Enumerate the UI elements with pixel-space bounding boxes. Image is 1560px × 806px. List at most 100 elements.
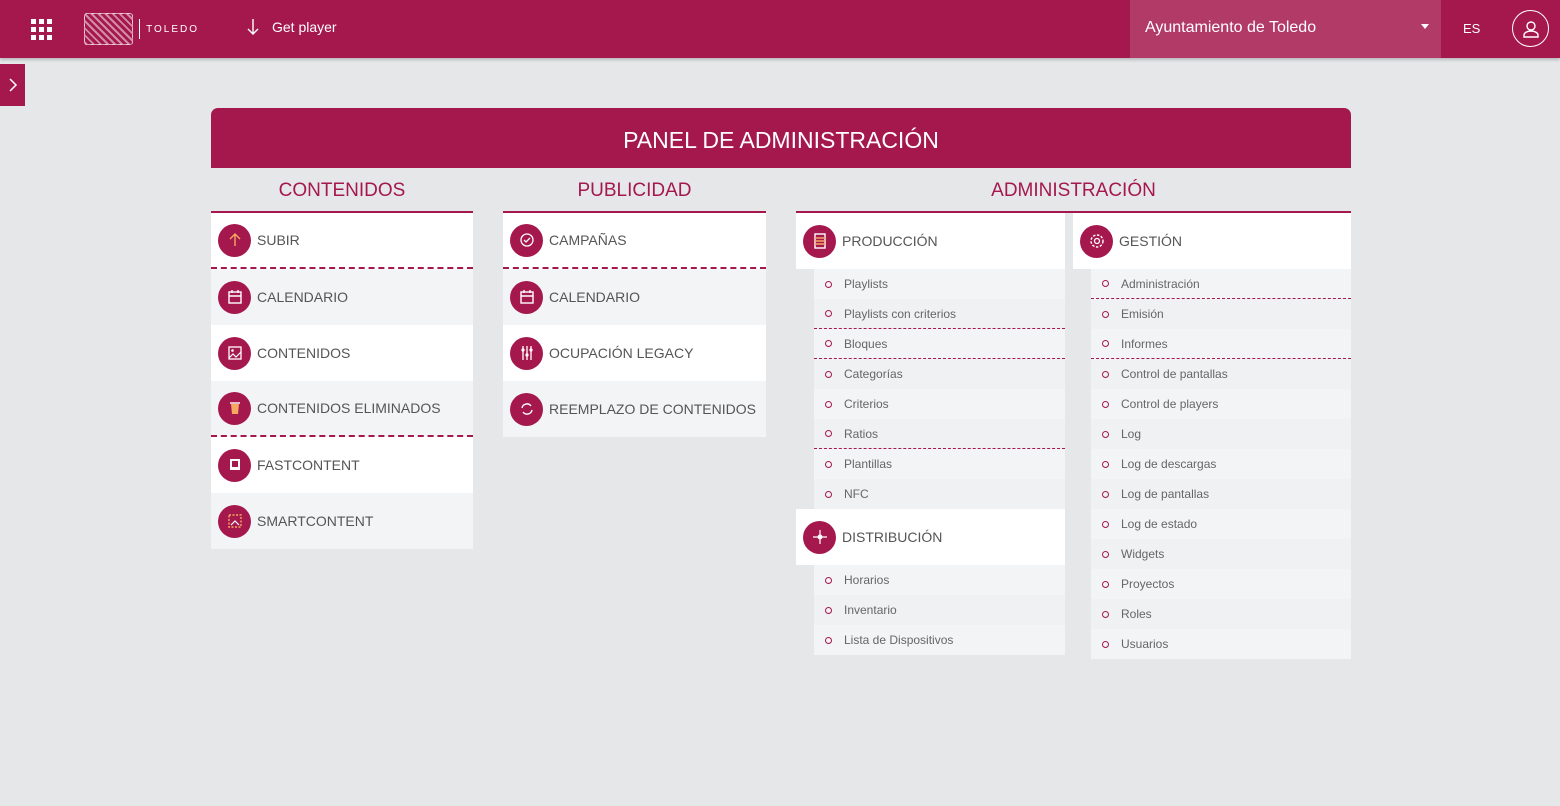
bullet-icon — [825, 636, 832, 644]
sliders-icon — [510, 336, 543, 370]
submenu-item-label: Log de estado — [1121, 517, 1198, 531]
language-selector[interactable]: ES — [1463, 21, 1481, 36]
menu-item-label: CONTENIDOS — [257, 345, 351, 361]
submenu-item-label: Playlists — [844, 277, 889, 291]
bullet-icon — [825, 340, 832, 347]
sidebar-toggle-button[interactable] — [0, 64, 25, 106]
submenu-item-label: Inventario — [844, 603, 897, 617]
submenu: Playlists Playlists con criterios Bloques C… — [814, 269, 1065, 509]
submenu-item[interactable]: Criterios — [814, 389, 1065, 419]
menu-item-label: CAMPAÑAS — [549, 232, 627, 248]
submenu-item[interactable]: Inventario — [814, 595, 1065, 625]
menu-item-smartcontent[interactable]: SMARTCONTENT — [211, 493, 473, 549]
submenu-item-label: Control de players — [1121, 397, 1219, 411]
submenu-item[interactable]: Log de estado — [1091, 509, 1351, 539]
move-icon — [803, 520, 836, 554]
replace-icon — [510, 392, 543, 426]
menu-item-reemplazo-de-contenidos[interactable]: REEMPLAZO DE CONTENIDOS — [503, 381, 766, 437]
menu-item-contenidos-eliminados[interactable]: CONTENIDOS ELIMINADOS — [211, 381, 473, 437]
gestion-menu: GESTIÓN Administración Emisión Informes Cont… — [1073, 213, 1351, 659]
submenu-item-label: Log — [1121, 427, 1142, 441]
publicidad-heading: PUBLICIDAD — [577, 180, 692, 201]
menu-item-fastcontent[interactable]: FASTCONTENT — [211, 437, 473, 493]
bullet-icon — [1102, 550, 1109, 558]
submenu-item[interactable]: Control de players — [1091, 389, 1351, 419]
menu-item-contenidos[interactable]: CONTENIDOS — [211, 325, 473, 381]
menu-item-campañas[interactable]: CAMPAÑAS — [503, 213, 766, 269]
calendar-icon — [510, 280, 543, 314]
submenu-item-label: Informes — [1121, 336, 1168, 351]
bullet-icon — [1102, 370, 1109, 378]
submenu-item[interactable]: Log — [1091, 419, 1351, 449]
submenu-item[interactable]: Log de pantallas — [1091, 479, 1351, 509]
submenu-item-label: Horarios — [844, 573, 890, 587]
caret-down-icon — [1421, 24, 1429, 29]
menu-item-subir[interactable]: SUBIR — [211, 213, 473, 269]
menu-item-calendario[interactable]: CALENDARIO — [211, 269, 473, 325]
user-icon — [1522, 20, 1539, 38]
submenu-item[interactable]: Widgets — [1091, 539, 1351, 569]
contenidos-heading: CONTENIDOS — [278, 180, 406, 201]
section-film-icon[interactable]: PRODUCCIÓN — [796, 213, 1065, 269]
submenu-item[interactable]: Plantillas — [814, 449, 1065, 479]
submenu-item[interactable]: NFC — [814, 479, 1065, 509]
submenu-item[interactable]: Control de pantallas — [1091, 359, 1351, 389]
menu-item-label: REEMPLAZO DE CONTENIDOS — [549, 401, 756, 417]
trash-icon — [218, 391, 251, 425]
submenu-item[interactable]: Usuarios — [1091, 629, 1351, 659]
submenu-item[interactable]: Emisión — [1091, 299, 1351, 329]
bullet-icon — [825, 280, 832, 288]
submenu-item[interactable]: Playlists con criterios — [814, 299, 1065, 329]
section-gear-icon[interactable]: GESTIÓN — [1073, 213, 1351, 269]
bullet-icon — [1102, 490, 1109, 498]
submenu-item[interactable]: Log de descargas — [1091, 449, 1351, 479]
section-label: PRODUCCIÓN — [842, 233, 938, 249]
submenu-item-label: Ratios — [844, 426, 879, 441]
menu-item-label: OCUPACIÓN LEGACY — [549, 345, 694, 361]
toledo-logo[interactable]: TOLEDO — [84, 13, 199, 45]
menu-item-label: SUBIR — [257, 232, 300, 248]
bullet-icon — [825, 490, 832, 498]
bullet-icon — [1102, 610, 1109, 618]
organization-select[interactable]: Ayuntamiento de Toledo — [1130, 0, 1441, 58]
section-move-icon[interactable]: DISTRIBUCIÓN — [796, 509, 1065, 565]
submenu-item[interactable]: Administración — [1091, 269, 1351, 299]
submenu-item[interactable]: Proyectos — [1091, 569, 1351, 599]
section-label: GESTIÓN — [1119, 233, 1183, 249]
submenu-item-label: Usuarios — [1121, 637, 1169, 651]
chevron-right-icon — [8, 78, 17, 92]
menu-item-label: FASTCONTENT — [257, 457, 360, 473]
logo-text: TOLEDO — [146, 23, 199, 35]
submenu-item-label: NFC — [844, 487, 869, 501]
fastcontent-icon — [218, 448, 251, 482]
film-icon — [803, 224, 836, 258]
submenu-item[interactable]: Categorías — [814, 359, 1065, 389]
submenu-item-label: Administración — [1121, 276, 1200, 291]
user-avatar-button[interactable] — [1512, 10, 1549, 47]
menu-item-calendario[interactable]: CALENDARIO — [503, 269, 766, 325]
submenu-item[interactable]: Playlists — [814, 269, 1065, 299]
submenu-item[interactable]: Roles — [1091, 599, 1351, 629]
submenu-item[interactable]: Informes — [1091, 329, 1351, 359]
submenu-item[interactable]: Lista de Dispositivos — [814, 625, 1065, 655]
crest-icon — [84, 13, 134, 45]
get-player-link[interactable]: Get player — [246, 18, 337, 36]
bullet-icon — [825, 310, 832, 317]
bullet-icon — [1102, 580, 1109, 588]
submenu-item-label: Bloques — [844, 336, 888, 351]
check-circle-icon — [510, 223, 543, 257]
organization-label: Ayuntamiento de Toledo — [1145, 19, 1317, 36]
menu-item-label: CONTENIDOS ELIMINADOS — [257, 400, 441, 416]
contenidos-menu: SUBIR CALENDARIO CONTENIDOS CONTENIDOS ELIM… — [211, 211, 473, 549]
menu-item-label: CALENDARIO — [257, 289, 349, 305]
bullet-icon — [825, 606, 832, 614]
apps-grid-icon[interactable] — [31, 19, 52, 40]
menu-item-ocupación-legacy[interactable]: OCUPACIÓN LEGACY — [503, 325, 766, 381]
gear-icon — [1080, 224, 1113, 258]
submenu-item[interactable]: Bloques — [814, 329, 1065, 359]
submenu-item-label: Categorías — [844, 367, 903, 381]
image-icon — [218, 336, 251, 370]
submenu-item[interactable]: Ratios — [814, 419, 1065, 449]
smartcontent-icon — [218, 504, 251, 538]
submenu-item[interactable]: Horarios — [814, 565, 1065, 595]
